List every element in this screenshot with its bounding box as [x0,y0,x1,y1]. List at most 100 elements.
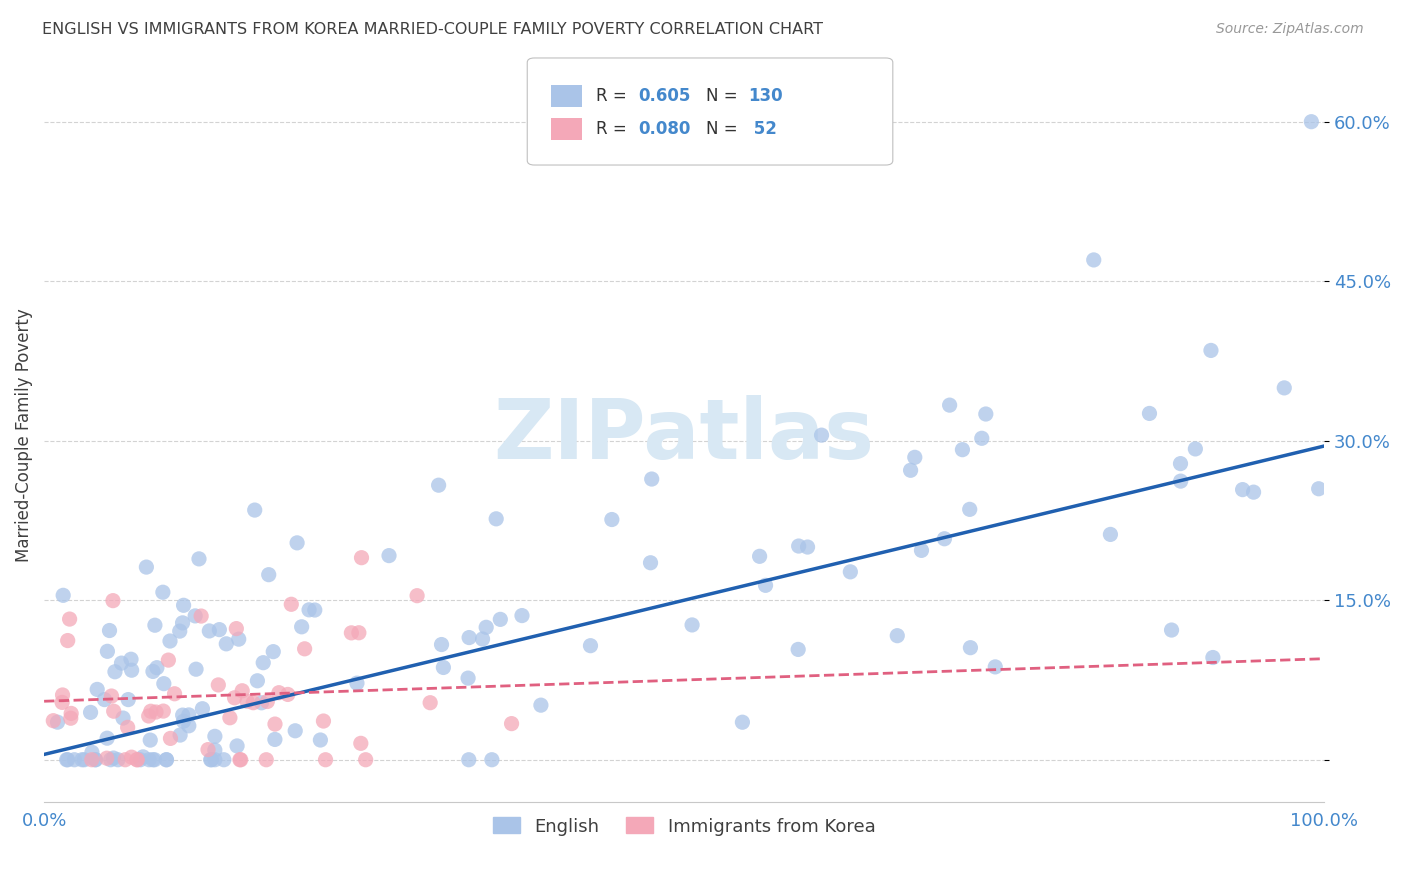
Point [96,751,118,765]
Point [121,663,143,677]
Point [600,512,623,526]
Point [46,715,69,730]
Point [177,719,200,733]
Text: ENGLISH VS IMMIGRANTS FROM KOREA MARRIED-COUPLE FAMILY POVERTY CORRELATION CHART: ENGLISH VS IMMIGRANTS FROM KOREA MARRIED… [42,22,823,37]
Point [142,753,165,767]
Point [970,431,993,445]
Point [117,720,139,734]
Point [354,753,377,767]
Point [294,641,316,656]
Point [60,706,83,721]
Point [197,742,219,756]
Point [63,753,86,767]
Point [84,753,107,767]
Point [1160,623,1182,637]
Point [204,729,226,743]
Point [152,585,174,599]
Point [257,567,280,582]
Point [681,618,703,632]
Point [304,603,326,617]
Text: Source: ZipAtlas.com: Source: ZipAtlas.com [1216,22,1364,37]
Point [135,560,157,574]
Point [378,549,401,563]
Point [430,638,453,652]
Point [243,503,266,517]
Text: N =: N = [706,120,742,138]
Point [212,753,235,767]
Point [55,753,77,767]
Point [225,622,247,636]
Point [104,665,127,679]
Point [256,694,278,708]
Point [112,711,135,725]
Point [145,705,167,719]
Text: ZIPatlas: ZIPatlas [494,395,875,476]
Point [432,660,454,674]
Text: N =: N = [706,87,742,105]
Point [530,698,553,713]
Point [207,678,229,692]
Point [298,603,321,617]
Point [984,660,1007,674]
Point [132,750,155,764]
Point [56,753,79,767]
Point [457,753,479,767]
Point [254,753,277,767]
Point [810,428,832,442]
Point [350,736,373,750]
Point [173,599,195,613]
Point [974,407,997,421]
Point [229,753,252,767]
Point [242,696,264,710]
Text: R =: R = [596,120,633,138]
Point [347,625,370,640]
Point [103,751,125,765]
Text: 52: 52 [748,120,778,138]
Point [262,645,284,659]
Point [190,609,212,624]
Point [315,753,337,767]
Point [787,642,810,657]
Point [312,714,335,728]
Point [481,753,503,767]
Point [101,593,124,607]
Point [200,753,222,767]
Point [129,753,152,767]
Point [80,753,103,767]
Point [340,625,363,640]
Point [127,753,149,767]
Point [419,696,441,710]
Point [267,686,290,700]
Point [285,536,308,550]
Point [125,753,148,767]
Point [142,665,165,679]
Point [754,578,776,592]
Point [346,676,368,690]
Point [70,753,93,767]
Point [117,692,139,706]
Point [229,753,252,767]
Point [143,753,166,767]
Legend: English, Immigrants from Korea: English, Immigrants from Korea [484,808,884,845]
Point [910,543,932,558]
Point [264,717,287,731]
Point [59,612,82,626]
Point [219,711,242,725]
Point [100,689,122,703]
Point [228,632,250,647]
Point [155,753,177,767]
Point [1243,485,1265,500]
Point [86,682,108,697]
Point [264,732,287,747]
Point [277,688,299,702]
Point [236,694,259,708]
Point [796,540,818,554]
Point [1099,527,1122,541]
Point [1139,406,1161,420]
Point [204,743,226,757]
Point [73,753,96,767]
Point [80,745,103,759]
Point [510,608,533,623]
Point [191,702,214,716]
Point [172,615,194,630]
